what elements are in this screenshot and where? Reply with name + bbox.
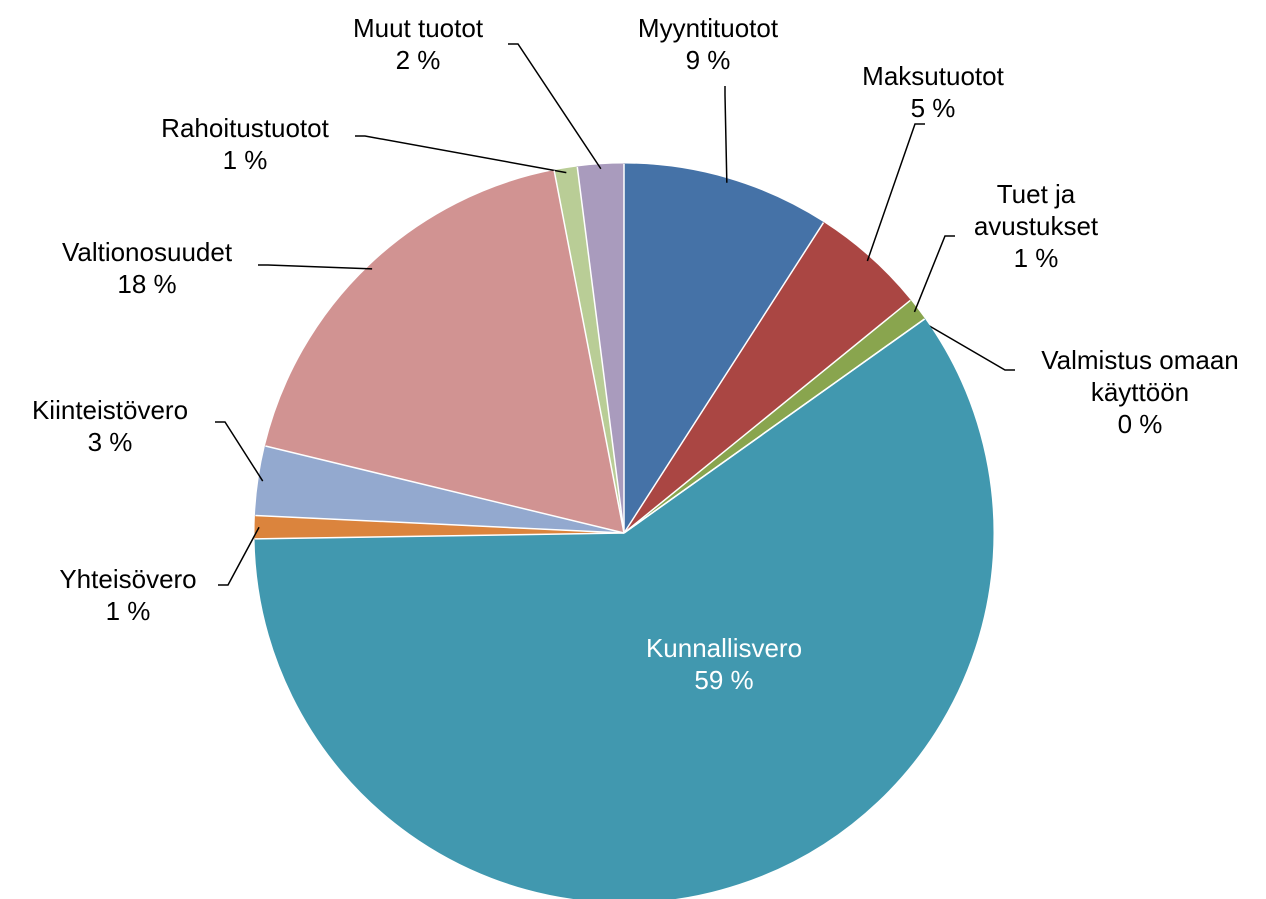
- category-label: Yhteisövero: [59, 564, 197, 594]
- value-label: 59 %: [694, 665, 754, 695]
- pie-slice: [623, 163, 825, 535]
- leader-line: [258, 264, 373, 270]
- category-label: Myyntituotot: [637, 13, 779, 43]
- value-label: 18 %: [117, 269, 177, 299]
- data-label: Valtionosuudet 18 %: [62, 236, 232, 300]
- category-label: Kiinteistövero: [31, 395, 189, 425]
- pie-slice: [264, 170, 625, 534]
- category-label: Tuet ja avustukset: [973, 179, 1099, 241]
- value-label: 1 %: [222, 145, 268, 175]
- slice-border: [576, 166, 625, 534]
- data-label: Kunnallisvero 59 %: [646, 632, 802, 696]
- value-label: 2 %: [395, 45, 441, 75]
- data-label: Kiinteistövero 3 %: [32, 394, 188, 458]
- leader-line: [355, 135, 567, 174]
- category-label: Rahoitustuotot: [161, 113, 329, 143]
- slice-border: [553, 170, 625, 534]
- value-label: 1 %: [1013, 243, 1059, 273]
- data-label: Rahoitustuotot 1 %: [161, 112, 329, 176]
- pie-slice: [254, 318, 994, 899]
- slice-border: [623, 222, 825, 534]
- value-label: 0 %: [1117, 409, 1163, 439]
- value-label: 1 %: [105, 596, 151, 626]
- value-label: 5 %: [910, 93, 956, 123]
- leader-line: [724, 86, 728, 183]
- slice-border: [255, 532, 625, 540]
- data-label: Myyntituotot 9 %: [638, 12, 778, 76]
- leader-line: [913, 235, 955, 313]
- slice-border: [623, 318, 926, 534]
- leader-line: [920, 320, 1015, 371]
- slice-border: [265, 445, 625, 534]
- value-label: 3 %: [87, 427, 133, 457]
- category-label: Maksutuotot: [862, 61, 1004, 91]
- category-label: Muut tuotot: [352, 13, 484, 43]
- slice-border: [255, 514, 625, 534]
- leader-line: [508, 43, 602, 170]
- category-label: Valmistus omaan käyttöön: [1041, 345, 1239, 407]
- leader-line: [215, 421, 264, 482]
- data-label: Muut tuotot 2 %: [353, 12, 483, 76]
- leader-line: [218, 526, 260, 586]
- category-label: Kunnallisvero: [645, 633, 803, 663]
- data-label: Yhteisövero 1 %: [59, 563, 196, 627]
- data-label: Maksutuotot 5 %: [862, 60, 1004, 124]
- value-label: 9 %: [685, 45, 731, 75]
- data-label: Valmistus omaan käyttöön 0 %: [995, 344, 1266, 440]
- leader-line: [866, 123, 925, 262]
- data-label: Tuet ja avustukset 1 %: [951, 178, 1121, 274]
- category-label: Valtionosuudet: [61, 237, 233, 267]
- slice-border: [623, 299, 911, 534]
